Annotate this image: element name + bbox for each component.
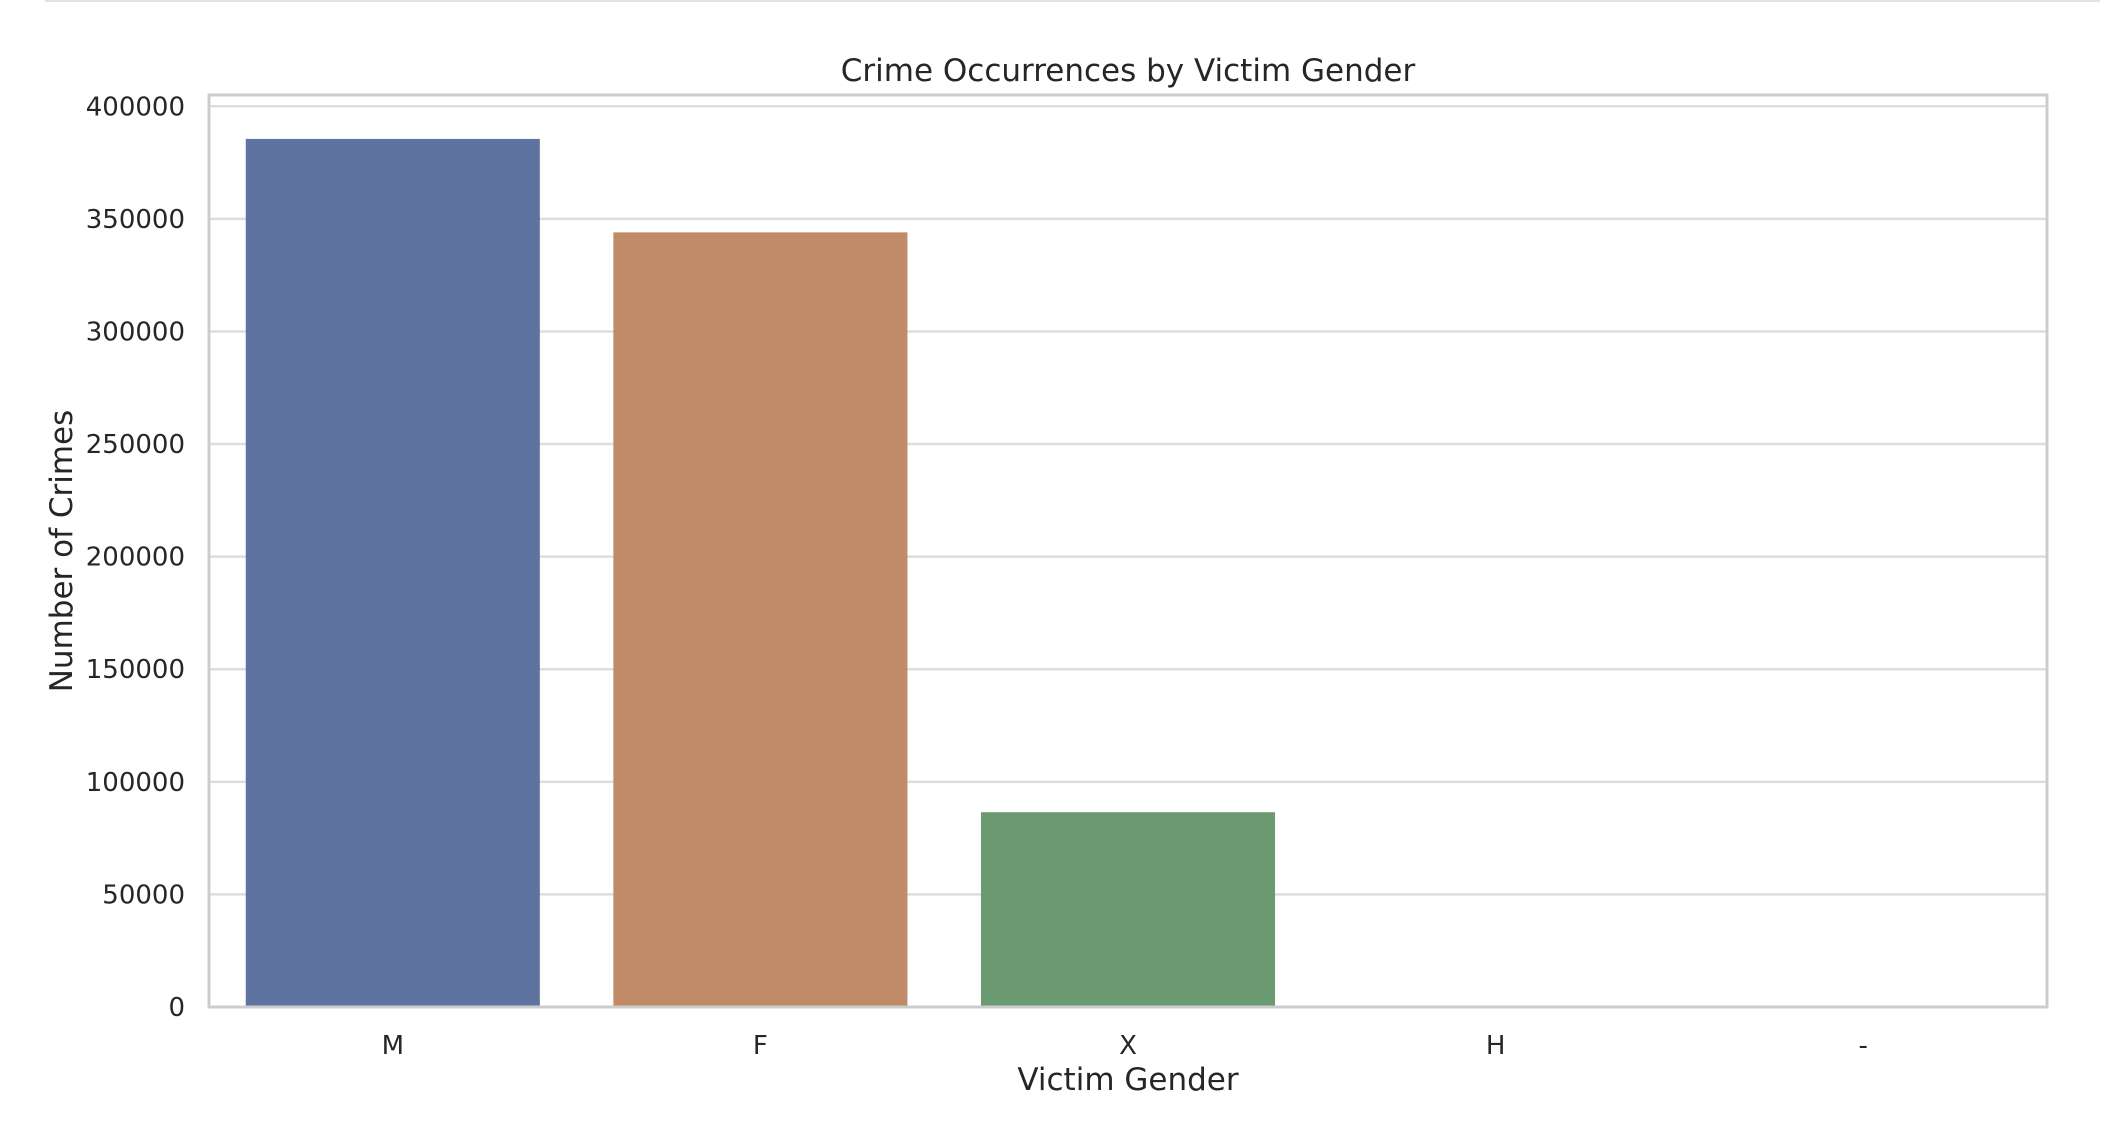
y-tick-label: 350000 (86, 205, 185, 235)
y-tick-label: 0 (168, 993, 185, 1023)
y-tick-label: 50000 (102, 880, 185, 910)
y-tick-label: 150000 (86, 655, 185, 685)
x-axis-label: Victim Gender (1017, 1062, 1238, 1098)
bar-f (613, 232, 908, 1007)
axes-frame (207, 93, 2049, 1009)
y-tick-label: 100000 (86, 768, 185, 798)
x-tick-label: F (753, 1031, 768, 1061)
y-tick-label: 400000 (86, 92, 185, 122)
bar-m (245, 138, 540, 1007)
y-tick-label: 200000 (86, 543, 185, 573)
bars (245, 138, 2011, 1007)
bar-x (980, 812, 1276, 1007)
y-tick-labels: 0 50000 100000 150000 200000 250000 300000 3500… (86, 92, 185, 1023)
x-tick-label: - (1859, 1031, 1868, 1061)
y-tick-label: 250000 (86, 430, 185, 460)
x-tick-label: M (382, 1031, 404, 1061)
y-axis-label: Number of Crimes (44, 410, 80, 693)
x-tick-label: H (1486, 1031, 1506, 1061)
chart-title: Crime Occurrences by Victim Gender (841, 53, 1416, 89)
y-tick-label: 300000 (86, 317, 185, 347)
x-tick-label: X (1119, 1031, 1137, 1061)
